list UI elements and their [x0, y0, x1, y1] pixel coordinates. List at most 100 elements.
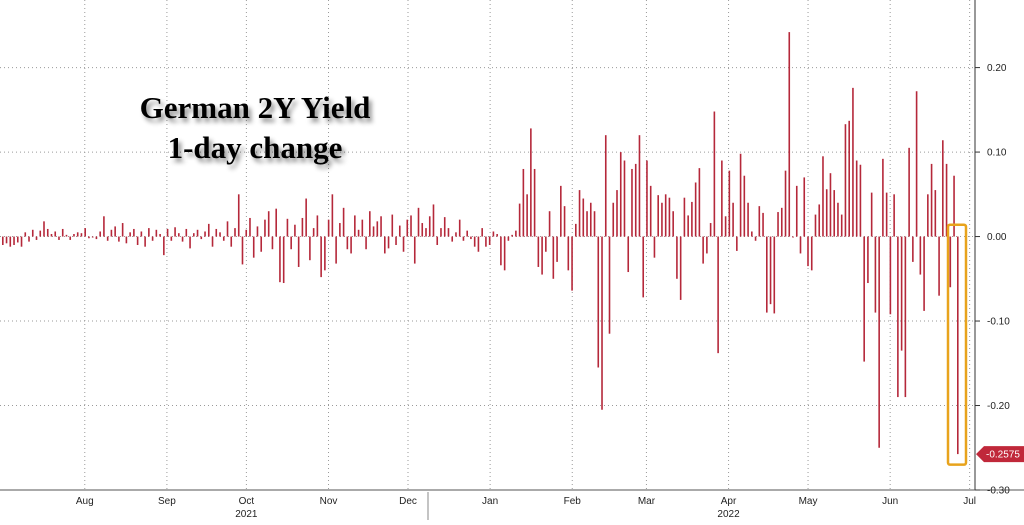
- bar: [642, 236, 645, 298]
- bar: [601, 236, 603, 410]
- bar: [803, 177, 806, 237]
- bar: [207, 223, 210, 237]
- bar: [526, 194, 528, 237]
- bar: [855, 160, 858, 237]
- bar: [380, 216, 382, 237]
- bar: [777, 212, 779, 237]
- bar: [462, 236, 465, 241]
- bar: [825, 189, 828, 237]
- bar: [522, 168, 525, 237]
- bar: [900, 236, 903, 351]
- bar: [807, 236, 809, 267]
- bar: [893, 194, 895, 237]
- bar: [58, 236, 60, 240]
- bar: [653, 236, 656, 258]
- last-value-label: -0.2575: [986, 450, 1020, 461]
- bar: [492, 231, 495, 237]
- bar: [189, 236, 191, 249]
- bar: [125, 236, 128, 244]
- bar: [384, 236, 386, 254]
- bar: [694, 182, 697, 237]
- bar: [20, 236, 23, 247]
- bar: [799, 236, 802, 254]
- bar: [252, 236, 255, 258]
- bar: [709, 223, 712, 237]
- bar: [440, 228, 442, 237]
- bar: [818, 204, 821, 237]
- bar: [301, 217, 304, 237]
- x-tick-label: Nov: [320, 496, 338, 507]
- bar: [222, 236, 225, 241]
- bar: [245, 229, 248, 237]
- bar: [863, 236, 865, 362]
- bar: [646, 160, 648, 237]
- bar: [428, 216, 431, 237]
- bar: [889, 236, 892, 315]
- bar: [267, 211, 270, 237]
- bar: [897, 236, 899, 398]
- bar: [597, 236, 600, 368]
- bar: [410, 215, 412, 237]
- bar: [432, 204, 435, 237]
- bar: [683, 197, 686, 237]
- bar: [309, 236, 311, 261]
- bar: [413, 236, 416, 264]
- bar: [361, 219, 364, 237]
- bar: [264, 219, 266, 237]
- bar: [286, 218, 289, 237]
- bar: [159, 234, 161, 237]
- bar: [728, 170, 731, 237]
- bar: [575, 223, 577, 237]
- bar: [567, 236, 570, 271]
- bar: [163, 236, 165, 256]
- bar: [795, 185, 798, 237]
- bar: [923, 236, 925, 311]
- bar: [586, 211, 588, 237]
- bar: [593, 211, 596, 237]
- bar: [698, 168, 701, 237]
- bar: [129, 232, 131, 237]
- bar: [867, 236, 869, 284]
- bar: [9, 236, 12, 247]
- bar: [912, 236, 914, 262]
- bar: [552, 236, 555, 279]
- bar: [874, 236, 877, 313]
- bar: [676, 236, 678, 279]
- bar: [919, 236, 922, 275]
- bar: [679, 236, 682, 300]
- bar: [780, 207, 783, 237]
- bar: [144, 236, 146, 247]
- chart-subtitle: 1-day change: [167, 130, 343, 165]
- bar: [31, 229, 34, 237]
- bar: [623, 160, 626, 237]
- bar: [844, 124, 847, 237]
- bar: [852, 87, 854, 237]
- bar: [649, 185, 652, 237]
- bar: [927, 194, 929, 237]
- bar: [43, 221, 45, 237]
- bar: [354, 215, 356, 237]
- x-tick-label: Oct: [239, 496, 255, 507]
- bar: [537, 236, 540, 267]
- bar: [357, 229, 360, 237]
- bar: [608, 236, 611, 334]
- bar: [398, 225, 401, 237]
- bar: [106, 236, 109, 241]
- bar: [346, 236, 349, 250]
- bar: [69, 236, 72, 240]
- bar: [148, 228, 150, 237]
- bar: [91, 236, 94, 238]
- bar: [822, 156, 824, 237]
- bar: [721, 160, 723, 237]
- bar: [885, 192, 888, 237]
- bar: [234, 228, 236, 237]
- bar: [290, 236, 292, 250]
- bar: [784, 170, 787, 237]
- bar: [736, 236, 738, 251]
- bar: [50, 234, 53, 237]
- bar: [312, 228, 315, 237]
- bar: [417, 207, 420, 237]
- bar: [436, 236, 439, 245]
- bar: [500, 236, 502, 266]
- bar: [230, 236, 233, 247]
